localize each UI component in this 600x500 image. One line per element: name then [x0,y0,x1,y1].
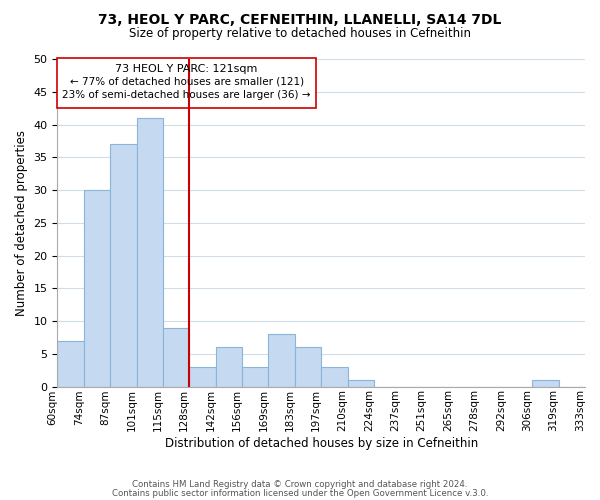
Bar [268,334,295,386]
Bar [347,380,374,386]
Bar [110,144,137,386]
Bar [84,190,110,386]
Bar [58,340,84,386]
Bar [137,118,163,386]
FancyBboxPatch shape [58,58,316,108]
Text: 73 HEOL Y PARC: 121sqm: 73 HEOL Y PARC: 121sqm [115,64,258,74]
Bar [215,347,242,387]
Text: ← 77% of detached houses are smaller (121): ← 77% of detached houses are smaller (12… [70,77,304,87]
Bar [295,347,321,387]
Text: Contains public sector information licensed under the Open Government Licence v.: Contains public sector information licen… [112,488,488,498]
Text: 23% of semi-detached houses are larger (36) →: 23% of semi-detached houses are larger (… [62,90,311,100]
Text: 73, HEOL Y PARC, CEFNEITHIN, LLANELLI, SA14 7DL: 73, HEOL Y PARC, CEFNEITHIN, LLANELLI, S… [98,12,502,26]
Bar [242,367,268,386]
Bar [163,328,190,386]
Bar [532,380,559,386]
Bar [321,367,347,386]
Text: Size of property relative to detached houses in Cefneithin: Size of property relative to detached ho… [129,28,471,40]
Text: Contains HM Land Registry data © Crown copyright and database right 2024.: Contains HM Land Registry data © Crown c… [132,480,468,489]
X-axis label: Distribution of detached houses by size in Cefneithin: Distribution of detached houses by size … [164,437,478,450]
Y-axis label: Number of detached properties: Number of detached properties [15,130,28,316]
Bar [190,367,215,386]
